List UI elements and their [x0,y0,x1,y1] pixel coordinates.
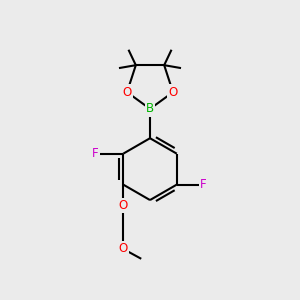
Text: O: O [118,199,128,212]
Text: O: O [122,86,132,99]
Text: B: B [146,102,154,116]
Text: O: O [118,242,128,255]
Text: F: F [200,178,206,191]
Text: F: F [92,147,99,160]
Text: O: O [168,86,178,99]
